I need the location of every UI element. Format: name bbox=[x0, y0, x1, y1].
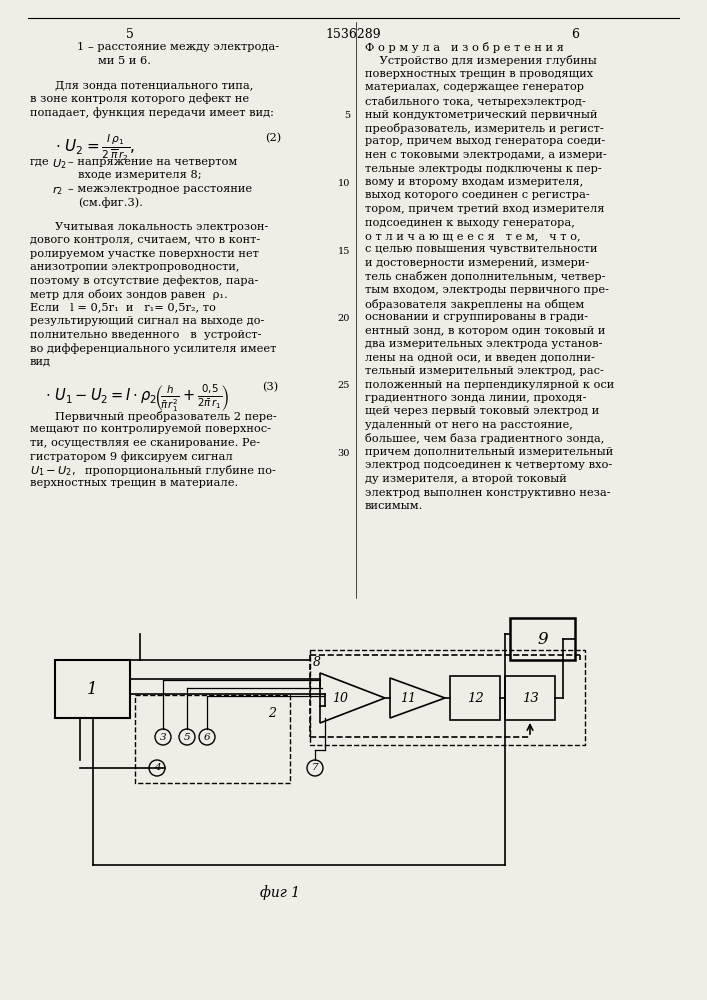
Text: удаленный от него на расстояние,: удаленный от него на расстояние, bbox=[365, 420, 573, 430]
Text: лены на одной оси, и введен дополни-: лены на одной оси, и введен дополни- bbox=[365, 353, 595, 362]
Text: ентный зонд, в котором один токовый и: ентный зонд, в котором один токовый и bbox=[365, 326, 605, 336]
Text: 5: 5 bbox=[344, 111, 350, 120]
Text: дового контроля, считаем, что в конт-: дового контроля, считаем, что в конт- bbox=[30, 235, 260, 245]
Text: 25: 25 bbox=[338, 381, 350, 390]
Text: $U_1 - U_2,$: $U_1 - U_2,$ bbox=[30, 465, 76, 478]
Text: тель снабжен дополнительным, четвер-: тель снабжен дополнительным, четвер- bbox=[365, 271, 605, 282]
Text: 7: 7 bbox=[312, 764, 318, 772]
Text: 10: 10 bbox=[332, 692, 348, 704]
Text: ролируемом участке поверхности нет: ролируемом участке поверхности нет bbox=[30, 249, 259, 259]
Text: Если   l = 0,5r₁  и   r₁= 0,5r₂, то: Если l = 0,5r₁ и r₁= 0,5r₂, то bbox=[30, 303, 216, 313]
Text: – расстояние между электрода-: – расстояние между электрода- bbox=[88, 42, 279, 52]
Text: основании и сгруппированы в гради-: основании и сгруппированы в гради- bbox=[365, 312, 588, 322]
Text: 5: 5 bbox=[184, 732, 190, 742]
Text: (2): (2) bbox=[265, 133, 281, 143]
Text: 4: 4 bbox=[153, 764, 160, 772]
Text: анизотропии электропроводности,: анизотропии электропроводности, bbox=[30, 262, 240, 272]
Text: электрод выполнен конструктивно неза-: электрод выполнен конструктивно неза- bbox=[365, 488, 611, 497]
Text: два измерительных электрода установ-: два измерительных электрода установ- bbox=[365, 339, 602, 349]
Text: вому и второму входам измерителя,: вому и второму входам измерителя, bbox=[365, 177, 583, 187]
Text: Устройство для измерения глубины: Устройство для измерения глубины bbox=[365, 55, 597, 66]
Text: 10: 10 bbox=[338, 179, 350, 188]
Text: о т л и ч а ю щ е е с я   т е м,   ч т о,: о т л и ч а ю щ е е с я т е м, ч т о, bbox=[365, 231, 580, 241]
Text: 3: 3 bbox=[160, 732, 166, 742]
Text: – межэлектродное расстояние: – межэлектродное расстояние bbox=[68, 184, 252, 194]
Text: фиг 1: фиг 1 bbox=[260, 885, 300, 900]
Text: метр для обоих зондов равен  ρ₁.: метр для обоих зондов равен ρ₁. bbox=[30, 289, 228, 300]
Text: $\cdot\ U_1 - U_2 = I\cdot\rho_2\!\left(\!\frac{h}{\bar{\pi}\,r_1^2} + \frac{0{,: $\cdot\ U_1 - U_2 = I\cdot\rho_2\!\left(… bbox=[45, 382, 229, 414]
Text: ратор, причем выход генератора соеди-: ратор, причем выход генератора соеди- bbox=[365, 136, 605, 146]
Text: 6: 6 bbox=[571, 28, 579, 41]
Text: Для зонда потенциального типа,: Для зонда потенциального типа, bbox=[55, 80, 253, 90]
Text: причем дополнительный измерительный: причем дополнительный измерительный bbox=[365, 447, 613, 457]
Text: 13: 13 bbox=[522, 692, 538, 704]
Text: преобразователь, измеритель и регист-: преобразователь, измеритель и регист- bbox=[365, 123, 604, 134]
Text: 9: 9 bbox=[537, 631, 548, 648]
Text: Первичный преобразователь 2 пере-: Первичный преобразователь 2 пере- bbox=[55, 411, 276, 422]
Text: во дифференциального усилителя имеет: во дифференциального усилителя имеет bbox=[30, 343, 276, 354]
Text: 1536289: 1536289 bbox=[325, 28, 381, 41]
Text: 1: 1 bbox=[76, 42, 83, 52]
Text: 12: 12 bbox=[467, 692, 484, 704]
Text: тором, причем третий вход измерителя: тором, причем третий вход измерителя bbox=[365, 204, 604, 214]
Text: 2: 2 bbox=[268, 707, 276, 720]
Text: (см.фиг.3).: (см.фиг.3). bbox=[78, 197, 143, 208]
Text: ми 5 и 6.: ми 5 и 6. bbox=[98, 55, 151, 66]
Text: верхностных трещин в материале.: верхностных трещин в материале. bbox=[30, 478, 238, 488]
Text: входе измерителя 8;: входе измерителя 8; bbox=[78, 170, 201, 180]
Text: поверхностных трещин в проводящих: поверхностных трещин в проводящих bbox=[365, 69, 593, 79]
Text: пропорциональный глубине по-: пропорциональный глубине по- bbox=[85, 465, 276, 476]
Text: 11: 11 bbox=[400, 692, 416, 704]
Text: тельные электроды подключены к пер-: тельные электроды подключены к пер- bbox=[365, 163, 602, 174]
Text: тельный измерительный электрод, рас-: тельный измерительный электрод, рас- bbox=[365, 366, 604, 376]
Text: щей через первый токовый электрод и: щей через первый токовый электрод и bbox=[365, 406, 600, 416]
Text: и достоверности измерений, измери-: и достоверности измерений, измери- bbox=[365, 258, 589, 268]
Text: мещают по контролируемой поверхнос-: мещают по контролируемой поверхнос- bbox=[30, 424, 271, 434]
Text: подсоединен к выходу генератора,: подсоединен к выходу генератора, bbox=[365, 218, 575, 228]
Text: большее, чем база градиентного зонда,: большее, чем база градиентного зонда, bbox=[365, 434, 604, 444]
Text: результирующий сигнал на выходе до-: результирующий сигнал на выходе до- bbox=[30, 316, 264, 326]
Text: в зоне контроля которого дефект не: в зоне контроля которого дефект не bbox=[30, 93, 249, 104]
Text: – напряжение на четвертом: – напряжение на четвертом bbox=[68, 157, 238, 167]
Text: Ф о р м у л а   и з о б р е т е н и я: Ф о р м у л а и з о б р е т е н и я bbox=[365, 42, 564, 53]
Bar bbox=[510, 618, 575, 660]
Text: $\cdot\ U_2 = \frac{I\,\rho_1}{2\,\overline{\pi}\,r_2},$: $\cdot\ U_2 = \frac{I\,\rho_1}{2\,\overl… bbox=[55, 133, 135, 163]
Text: ный кондуктометрический первичный: ный кондуктометрический первичный bbox=[365, 109, 597, 119]
Text: тым входом, электроды первичного пре-: тым входом, электроды первичного пре- bbox=[365, 285, 609, 295]
Text: ти, осуществляя ее сканирование. Ре-: ти, осуществляя ее сканирование. Ре- bbox=[30, 438, 260, 448]
Text: выход которого соединен с регистра-: выход которого соединен с регистра- bbox=[365, 190, 590, 200]
Text: где: где bbox=[30, 157, 49, 167]
Text: 8: 8 bbox=[313, 656, 321, 670]
Text: (3): (3) bbox=[262, 382, 279, 392]
Text: гистратором 9 фиксируем сигнал: гистратором 9 фиксируем сигнал bbox=[30, 451, 233, 462]
Text: 5: 5 bbox=[126, 28, 134, 41]
Text: полнительно введенного   в  устройст-: полнительно введенного в устройст- bbox=[30, 330, 262, 340]
Text: 30: 30 bbox=[338, 449, 350, 458]
Text: 6: 6 bbox=[204, 732, 210, 742]
Text: 1: 1 bbox=[87, 680, 98, 698]
Text: $r_2$: $r_2$ bbox=[52, 184, 63, 197]
Text: с целью повышения чувствительности: с целью повышения чувствительности bbox=[365, 244, 597, 254]
Text: градиентного зонда линии, проходя-: градиентного зонда линии, проходя- bbox=[365, 393, 587, 403]
Text: образователя закреплены на общем: образователя закреплены на общем bbox=[365, 298, 584, 310]
Text: материалах, содержащее генератор: материалах, содержащее генератор bbox=[365, 83, 584, 93]
Bar bbox=[505, 676, 555, 720]
Text: вид: вид bbox=[30, 357, 51, 367]
Text: электрод подсоединен к четвертому вхо-: электрод подсоединен к четвертому вхо- bbox=[365, 460, 612, 471]
Text: ду измерителя, а второй токовый: ду измерителя, а второй токовый bbox=[365, 474, 567, 484]
Text: висимым.: висимым. bbox=[365, 501, 423, 511]
Bar bbox=[450, 676, 500, 720]
Bar bbox=[135, 695, 290, 783]
Text: нен с токовыми электродами, а измери-: нен с токовыми электродами, а измери- bbox=[365, 150, 607, 160]
Text: поэтому в отсутствие дефектов, пара-: поэтому в отсутствие дефектов, пара- bbox=[30, 276, 258, 286]
Text: стабильного тока, четырехэлектрод-: стабильного тока, четырехэлектрод- bbox=[365, 96, 586, 107]
Text: Учитывая локальность электрозон-: Учитывая локальность электрозон- bbox=[55, 222, 269, 232]
Text: положенный на перпендикулярной к оси: положенный на перпендикулярной к оси bbox=[365, 379, 614, 389]
Text: 20: 20 bbox=[338, 314, 350, 323]
Text: попадает, функция передачи имеет вид:: попадает, функция передачи имеет вид: bbox=[30, 107, 274, 118]
Bar bbox=[310, 650, 585, 745]
Text: $U_2$: $U_2$ bbox=[52, 157, 66, 171]
Bar bbox=[55, 660, 130, 718]
Text: 15: 15 bbox=[338, 246, 350, 255]
